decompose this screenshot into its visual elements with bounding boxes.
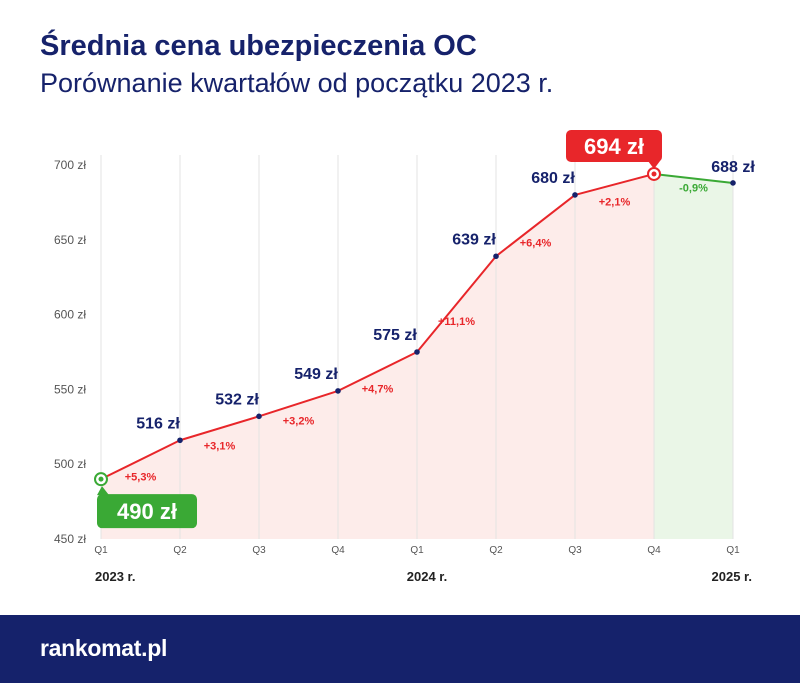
area-fill-decline	[654, 173, 733, 539]
value-label: 549 zł	[294, 366, 338, 383]
y-tick-label: 450 zł	[54, 532, 86, 546]
data-point	[177, 437, 183, 444]
line-layer	[94, 166, 736, 487]
value-label: 680 zł	[531, 170, 575, 187]
footer-bar: rankomat.pl	[0, 615, 800, 683]
year-label: 2023 r.	[95, 569, 136, 584]
area-layer	[101, 173, 733, 539]
line-chart: 450 zł 500 zł 550 zł 600 zł 650 zł 700 zł Q1 Q2…	[54, 129, 755, 584]
y-tick-label: 650 zł	[54, 233, 86, 247]
max-value-badge	[566, 129, 662, 162]
chart-subtitle: Porównanie kwartałów od początku 2023 r.	[40, 68, 554, 98]
series-line-segment	[258, 389, 339, 418]
grid-layer	[100, 155, 734, 539]
x-tick-label: Q2	[173, 545, 187, 556]
year-label: 2024 r.	[407, 569, 448, 584]
value-label: 575 zł	[373, 327, 417, 344]
x-tick-label: Q1	[726, 545, 740, 556]
data-point	[730, 180, 736, 186]
x-tick-label: Q3	[252, 545, 266, 556]
max-value-label: 694 zł	[584, 134, 644, 159]
data-point-highlight-center	[98, 476, 104, 482]
change-label: +4,7%	[362, 383, 394, 395]
x-tick-label: Q4	[647, 545, 661, 556]
data-point	[572, 192, 578, 198]
min-badge-pointer	[97, 486, 109, 496]
series-line-segment	[100, 439, 181, 481]
series-line-segment	[495, 193, 576, 258]
change-label: +3,2%	[283, 416, 315, 428]
series-line-segment	[653, 172, 734, 184]
change-label: +3,1%	[204, 440, 236, 452]
value-label: 516 zł	[136, 415, 180, 432]
data-point	[335, 388, 341, 394]
year-label: 2025 r.	[712, 569, 753, 584]
data-point	[256, 413, 262, 420]
value-label: 688 zł	[711, 159, 755, 176]
min-value-label: 490 zł	[117, 499, 177, 524]
data-point	[414, 349, 420, 355]
max-badge-pointer	[648, 160, 660, 169]
series-line-segment	[416, 255, 497, 353]
data-point	[493, 253, 499, 260]
label-layer: 516 zł 532 zł 549 zł 575 zł 639 zł 680 zł 688 …	[97, 129, 755, 529]
chart-title: Średnia cena ubezpieczenia OC	[40, 30, 477, 62]
x-tick-label: Q1	[94, 545, 108, 556]
change-label: +6,4%	[520, 238, 552, 250]
change-label: -0,9%	[679, 182, 708, 194]
series-line-segment	[179, 415, 260, 442]
brand-logo[interactable]: rankomat.pl	[40, 635, 168, 661]
value-label: 532 zł	[215, 391, 259, 408]
axis-layer: 450 zł 500 zł 550 zł 600 zł 650 zł 700 zł Q1 Q2…	[54, 158, 752, 584]
x-tick-label: Q1	[410, 545, 424, 556]
min-value-badge	[97, 494, 197, 529]
x-tick-label: Q2	[489, 545, 503, 556]
series-line-segment	[574, 172, 655, 196]
y-tick-label: 700 zł	[54, 158, 86, 172]
data-point-highlight-center	[651, 171, 657, 177]
change-label: +5,3%	[125, 472, 157, 484]
series-line-segment	[337, 351, 418, 392]
x-tick-label: Q3	[568, 545, 582, 556]
value-label: 639 zł	[452, 231, 496, 248]
change-label: +2,1%	[599, 196, 631, 208]
area-fill-growth	[101, 173, 654, 539]
y-tick-label: 500 zł	[54, 457, 86, 471]
y-tick-label: 550 zł	[54, 382, 86, 396]
x-tick-label: Q4	[331, 545, 345, 556]
y-tick-label: 600 zł	[54, 308, 86, 322]
change-label: +11,1%	[438, 316, 475, 328]
